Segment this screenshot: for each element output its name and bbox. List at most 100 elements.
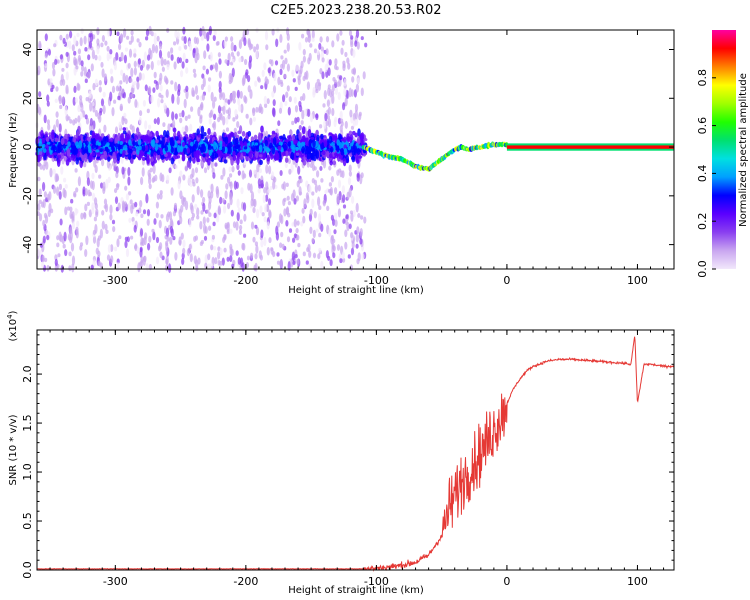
heatmap-cell [140,176,144,186]
heatmap-cell [193,72,197,78]
heatmap-cell [284,57,288,65]
heatmap-cell [133,224,137,233]
heatmap-cell [277,120,281,127]
heatmap-cell [330,235,334,245]
heatmap-cell [76,32,80,38]
heatmap-cell [331,40,335,48]
heatmap-cell [256,163,260,173]
heatmap-cell [320,260,324,270]
heatmap-cell [74,168,78,173]
heatmap-cell [301,126,306,135]
heatmap-cell [246,147,251,152]
heatmap-cell [46,100,50,107]
heatmap-cell [342,194,346,204]
heatmap-cell [309,43,313,48]
heatmap-cell [151,228,155,233]
heatmap-cell [99,148,103,153]
heatmap-cell [285,207,289,216]
heatmap-cell [84,114,88,120]
heatmap-cell [107,176,111,183]
heatmap-cell [112,226,116,233]
heatmap-cell [185,58,189,64]
heatmap-cell [258,168,262,174]
heatmap-cell [38,91,42,98]
heatmap-cell [62,243,66,249]
heatmap-cell [231,166,235,173]
heatmap-cell [318,205,322,210]
heatmap-cell [350,125,355,130]
heatmap-cell [313,48,318,54]
heatmap-cell [194,85,198,95]
heatmap-cell [98,80,102,86]
heatmap-cell [279,258,283,268]
heatmap-cell [141,167,145,177]
heatmap-cell [127,153,132,161]
heatmap-cell [275,231,279,241]
heatmap-cell [46,119,51,125]
heatmap-cell [230,61,234,66]
heatmap-cell [39,163,43,170]
heatmap-cell [226,229,230,235]
heatmap-cell [114,126,119,134]
heatmap-cell [229,181,233,190]
heatmap-cell [250,198,254,207]
heatmap-cell [328,228,332,237]
heatmap-cell [176,31,180,40]
heatmap-cell [73,50,77,56]
heatmap-cell [86,177,90,187]
heatmap-cell [319,124,323,129]
heatmap-cell [213,96,217,102]
heatmap-cell [354,103,359,112]
heatmap-cell [150,60,154,71]
heatmap-cell [227,202,231,210]
heatmap-cell [128,217,132,223]
heatmap-cell [158,92,162,98]
heatmap-cell [125,74,129,85]
heatmap-cell [288,96,292,103]
heatmap-cell [203,50,207,60]
heatmap-cell [306,81,310,90]
heatmap-cell [316,170,320,178]
heatmap-cell [127,62,131,69]
heatmap-cell [136,81,140,90]
heatmap-cell [186,147,191,154]
heatmap-cell [348,171,352,177]
heatmap-cell [150,139,155,147]
heatmap-cell [126,35,130,40]
heatmap-cell [59,34,63,41]
heatmap-cell [91,207,95,215]
heatmap-cell [165,227,170,238]
heatmap-cell [237,98,241,106]
heatmap-cell [100,42,104,48]
heatmap-cell [94,78,98,87]
heatmap-cell [56,186,60,196]
heatmap-cell [239,219,243,225]
heatmap-cell [189,202,193,211]
heatmap-cell [313,166,317,171]
heatmap-cell [137,58,142,65]
heatmap-cell [63,189,67,199]
heatmap-cell [49,167,53,178]
heatmap-cell [88,191,92,197]
heatmap-cell [51,84,55,89]
heatmap-cell [96,45,100,55]
heatmap-cell [222,137,227,142]
heatmap-cell [355,83,359,93]
heatmap-cell [209,64,213,71]
heatmap-cell [352,119,356,128]
heatmap-cell [109,91,113,102]
heatmap-cell [298,132,302,141]
heatmap-cell [97,112,101,120]
heatmap-cell [258,144,263,153]
heatmap-cell [107,244,111,254]
heatmap-cell [304,37,309,43]
heatmap-cell [229,196,233,206]
heatmap-cell [48,132,52,136]
heatmap-cell [150,95,154,103]
y-tick-label: 40 [21,43,34,57]
heatmap-cell [326,114,330,120]
heatmap-cell [192,68,196,74]
heatmap-cell [200,101,204,111]
heatmap-cell [184,165,188,172]
